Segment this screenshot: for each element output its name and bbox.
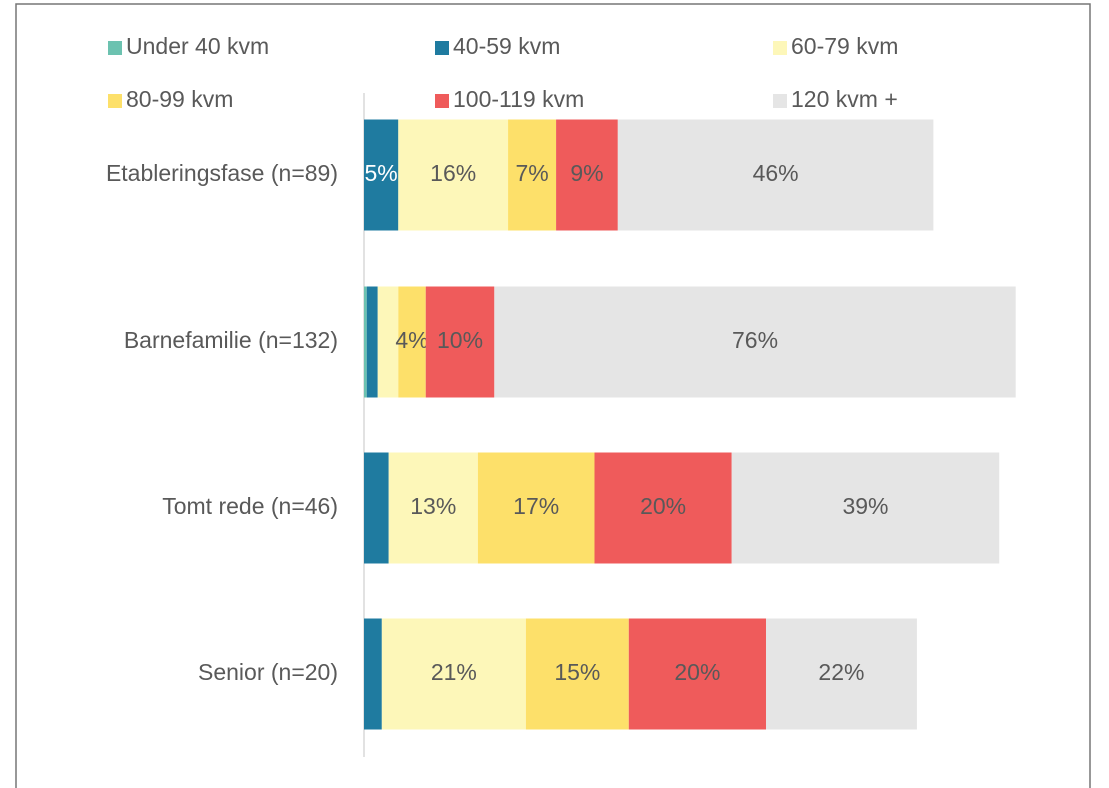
data-label: 39%	[842, 493, 888, 519]
legend-swatch	[108, 94, 122, 108]
legend-label: 60-79 kvm	[791, 33, 898, 59]
bar-segment	[508, 119, 557, 231]
legend-swatch	[108, 41, 122, 55]
category-label: Tomt rede (n=46)	[162, 493, 338, 519]
bar-segment	[628, 618, 766, 730]
bar-segment	[366, 286, 378, 398]
bar-segment	[425, 286, 495, 398]
data-label: 13%	[410, 493, 456, 519]
legend-label: Under 40 kvm	[126, 33, 269, 59]
bar-segment	[381, 618, 526, 730]
bar-segment	[364, 119, 399, 231]
bar-segment	[617, 119, 934, 231]
data-label: 10%	[437, 327, 483, 353]
legend-label: 80-99 kvm	[126, 86, 233, 112]
legend-swatch	[435, 94, 449, 108]
data-label: 16%	[430, 160, 476, 186]
bar-segment	[765, 618, 917, 730]
bar-segment	[494, 286, 1016, 398]
data-label: 21%	[431, 659, 477, 685]
bar-segment	[377, 286, 399, 398]
data-label: 17%	[513, 493, 559, 519]
category-label: Etableringsfase (n=89)	[106, 160, 338, 186]
legend-label: 100-119 kvm	[453, 86, 584, 112]
bar-segment	[731, 452, 1000, 564]
bar-segment	[398, 286, 426, 398]
data-label: 46%	[753, 160, 799, 186]
bar-segment	[364, 452, 389, 564]
bar-segment	[556, 119, 618, 231]
data-label: 20%	[674, 659, 720, 685]
bar-segment	[477, 452, 595, 564]
legend-label: 120 kvm +	[791, 86, 898, 112]
legend-swatch	[773, 41, 787, 55]
legend-swatch	[773, 94, 787, 108]
legend-swatch	[435, 41, 449, 55]
bar-segment	[364, 618, 382, 730]
legend-label: 40-59 kvm	[453, 33, 560, 59]
data-label: 20%	[640, 493, 686, 519]
data-label: 76%	[732, 327, 778, 353]
category-label: Senior (n=20)	[198, 659, 338, 685]
category-label: Barnefamilie (n=132)	[124, 327, 338, 353]
bar-segment	[388, 452, 478, 564]
bar-segment	[594, 452, 732, 564]
bar-segment	[525, 618, 629, 730]
bar-segment	[398, 119, 509, 231]
data-label: 22%	[818, 659, 864, 685]
bar-segment	[364, 286, 367, 398]
data-label: 4%	[395, 327, 428, 353]
data-label: 9%	[570, 160, 603, 186]
data-label: 15%	[554, 659, 600, 685]
data-label: 5%	[365, 160, 398, 186]
data-label: 7%	[515, 160, 548, 186]
